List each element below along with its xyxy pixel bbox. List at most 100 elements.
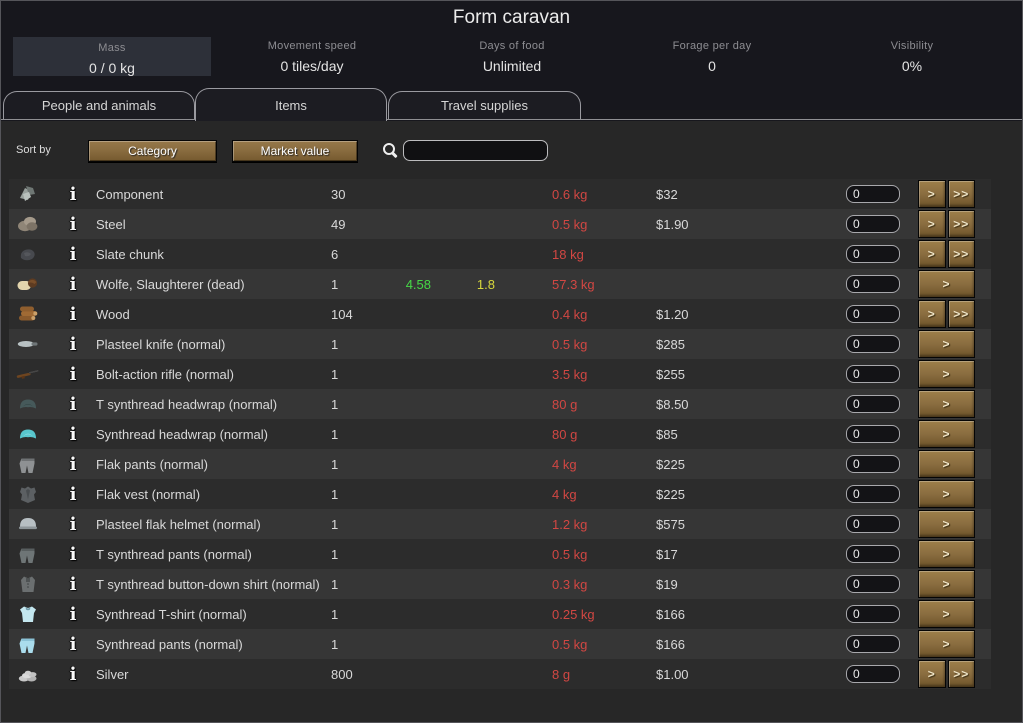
- info-icon[interactable]: i: [69, 333, 77, 355]
- search-input[interactable]: [403, 140, 548, 161]
- item-nutrition-value: [356, 629, 431, 659]
- tab-people-and-animals[interactable]: People and animals: [3, 91, 195, 119]
- transfer-one-button[interactable]: >: [918, 480, 975, 508]
- transfer-one-button[interactable]: >: [918, 450, 975, 478]
- info-icon[interactable]: i: [69, 543, 77, 565]
- item-count: 1: [331, 456, 339, 472]
- transfer-one-button[interactable]: >: [918, 600, 975, 628]
- item-count: 800: [331, 666, 353, 682]
- info-icon[interactable]: i: [69, 663, 77, 685]
- info-icon[interactable]: i: [69, 243, 77, 265]
- table-row: i Silver 800 8 g $1.00 >>>: [9, 659, 991, 689]
- quantity-input[interactable]: [846, 305, 900, 323]
- info-icon[interactable]: i: [69, 213, 77, 235]
- table-row: i T synthread headwrap (normal) 1 80 g $…: [9, 389, 991, 419]
- item-label: Synthread T-shirt (normal): [96, 606, 247, 622]
- item-market-value: $225: [656, 456, 685, 472]
- search-icon: [382, 142, 399, 159]
- quantity-input[interactable]: [846, 635, 900, 653]
- quantity-input[interactable]: [846, 515, 900, 533]
- item-label: T synthread headwrap (normal): [96, 396, 278, 412]
- transfer-all-button[interactable]: >>: [947, 180, 975, 208]
- transfer-buttons: > >>: [918, 240, 975, 268]
- table-row: i Flak vest (normal) 1 4 kg $225 >: [9, 479, 991, 509]
- quantity-input[interactable]: [846, 245, 900, 263]
- transfer-one-button[interactable]: >: [918, 630, 975, 658]
- quantity-input[interactable]: [846, 335, 900, 353]
- info-icon[interactable]: i: [69, 573, 77, 595]
- item-market-value: $285: [656, 336, 685, 352]
- item-mass: 0.5 kg: [552, 336, 588, 352]
- silver-icon: [13, 659, 43, 689]
- quantity-input[interactable]: [846, 605, 900, 623]
- flak-vest-icon: [13, 479, 43, 509]
- item-forage-value: [435, 659, 495, 689]
- info-icon[interactable]: i: [69, 453, 77, 475]
- quantity-input[interactable]: [846, 485, 900, 503]
- item-forage-value: [435, 329, 495, 359]
- info-icon[interactable]: i: [69, 363, 77, 385]
- info-icon[interactable]: i: [69, 483, 77, 505]
- table-row: i Flak pants (normal) 1 4 kg $225 >: [9, 449, 991, 479]
- transfer-buttons: > >>: [918, 210, 975, 238]
- transfer-all-button[interactable]: >>: [947, 210, 975, 238]
- transfer-all-button[interactable]: >>: [947, 240, 975, 268]
- quantity-input[interactable]: [846, 545, 900, 563]
- transfer-buttons: >: [918, 390, 975, 418]
- quantity-input[interactable]: [846, 275, 900, 293]
- info-icon[interactable]: i: [69, 303, 77, 325]
- transfer-buttons: >: [918, 630, 975, 658]
- item-label: Plasteel flak helmet (normal): [96, 516, 261, 532]
- item-label: Component: [96, 186, 164, 202]
- stat-forage-value: 0: [708, 58, 716, 74]
- transfer-one-button[interactable]: >: [918, 210, 946, 238]
- transfer-one-button[interactable]: >: [918, 570, 975, 598]
- quantity-input[interactable]: [846, 185, 900, 203]
- info-icon[interactable]: i: [69, 423, 77, 445]
- transfer-one-button[interactable]: >: [918, 390, 975, 418]
- item-count: 1: [331, 636, 339, 652]
- transfer-all-button[interactable]: >>: [947, 660, 975, 688]
- quantity-input[interactable]: [846, 575, 900, 593]
- transfer-buttons: > >>: [918, 660, 975, 688]
- transfer-one-button[interactable]: >: [918, 360, 975, 388]
- item-mass: 80 g: [552, 426, 578, 442]
- quantity-input[interactable]: [846, 215, 900, 233]
- item-label: Flak pants (normal): [96, 456, 208, 472]
- info-icon[interactable]: i: [69, 273, 77, 295]
- quantity-input[interactable]: [846, 365, 900, 383]
- transfer-one-button[interactable]: >: [918, 660, 946, 688]
- stat-movement-value: 0 tiles/day: [280, 58, 344, 74]
- sort-by-label: Sort by: [16, 144, 51, 156]
- quantity-input[interactable]: [846, 395, 900, 413]
- transfer-buttons: >: [918, 360, 975, 388]
- transfer-one-button[interactable]: >: [918, 420, 975, 448]
- info-icon[interactable]: i: [69, 513, 77, 535]
- transfer-one-button[interactable]: >: [918, 510, 975, 538]
- flak-pants-icon: [13, 449, 43, 479]
- quantity-input[interactable]: [846, 455, 900, 473]
- transfer-all-button[interactable]: >>: [947, 300, 975, 328]
- quantity-input[interactable]: [846, 665, 900, 683]
- sort-market-value-button[interactable]: Market value: [232, 140, 358, 162]
- info-icon[interactable]: i: [69, 603, 77, 625]
- quantity-input[interactable]: [846, 425, 900, 443]
- sort-category-button[interactable]: Category: [88, 140, 217, 162]
- transfer-one-button[interactable]: >: [918, 330, 975, 358]
- item-market-value: $32: [656, 186, 678, 202]
- info-icon[interactable]: i: [69, 393, 77, 415]
- transfer-buttons: >: [918, 600, 975, 628]
- tab-items[interactable]: Items: [195, 88, 387, 121]
- transfer-one-button[interactable]: >: [918, 270, 975, 298]
- info-icon[interactable]: i: [69, 633, 77, 655]
- transfer-buttons: > >>: [918, 180, 975, 208]
- table-row: i T synthread button-down shirt (normal)…: [9, 569, 991, 599]
- stat-forage-per-day: Forage per day 0: [612, 40, 812, 74]
- transfer-one-button[interactable]: >: [918, 540, 975, 568]
- transfer-one-button[interactable]: >: [918, 240, 946, 268]
- tab-travel-supplies[interactable]: Travel supplies: [388, 91, 581, 119]
- info-icon[interactable]: i: [69, 183, 77, 205]
- item-market-value: $85: [656, 426, 678, 442]
- transfer-one-button[interactable]: >: [918, 300, 946, 328]
- transfer-one-button[interactable]: >: [918, 180, 946, 208]
